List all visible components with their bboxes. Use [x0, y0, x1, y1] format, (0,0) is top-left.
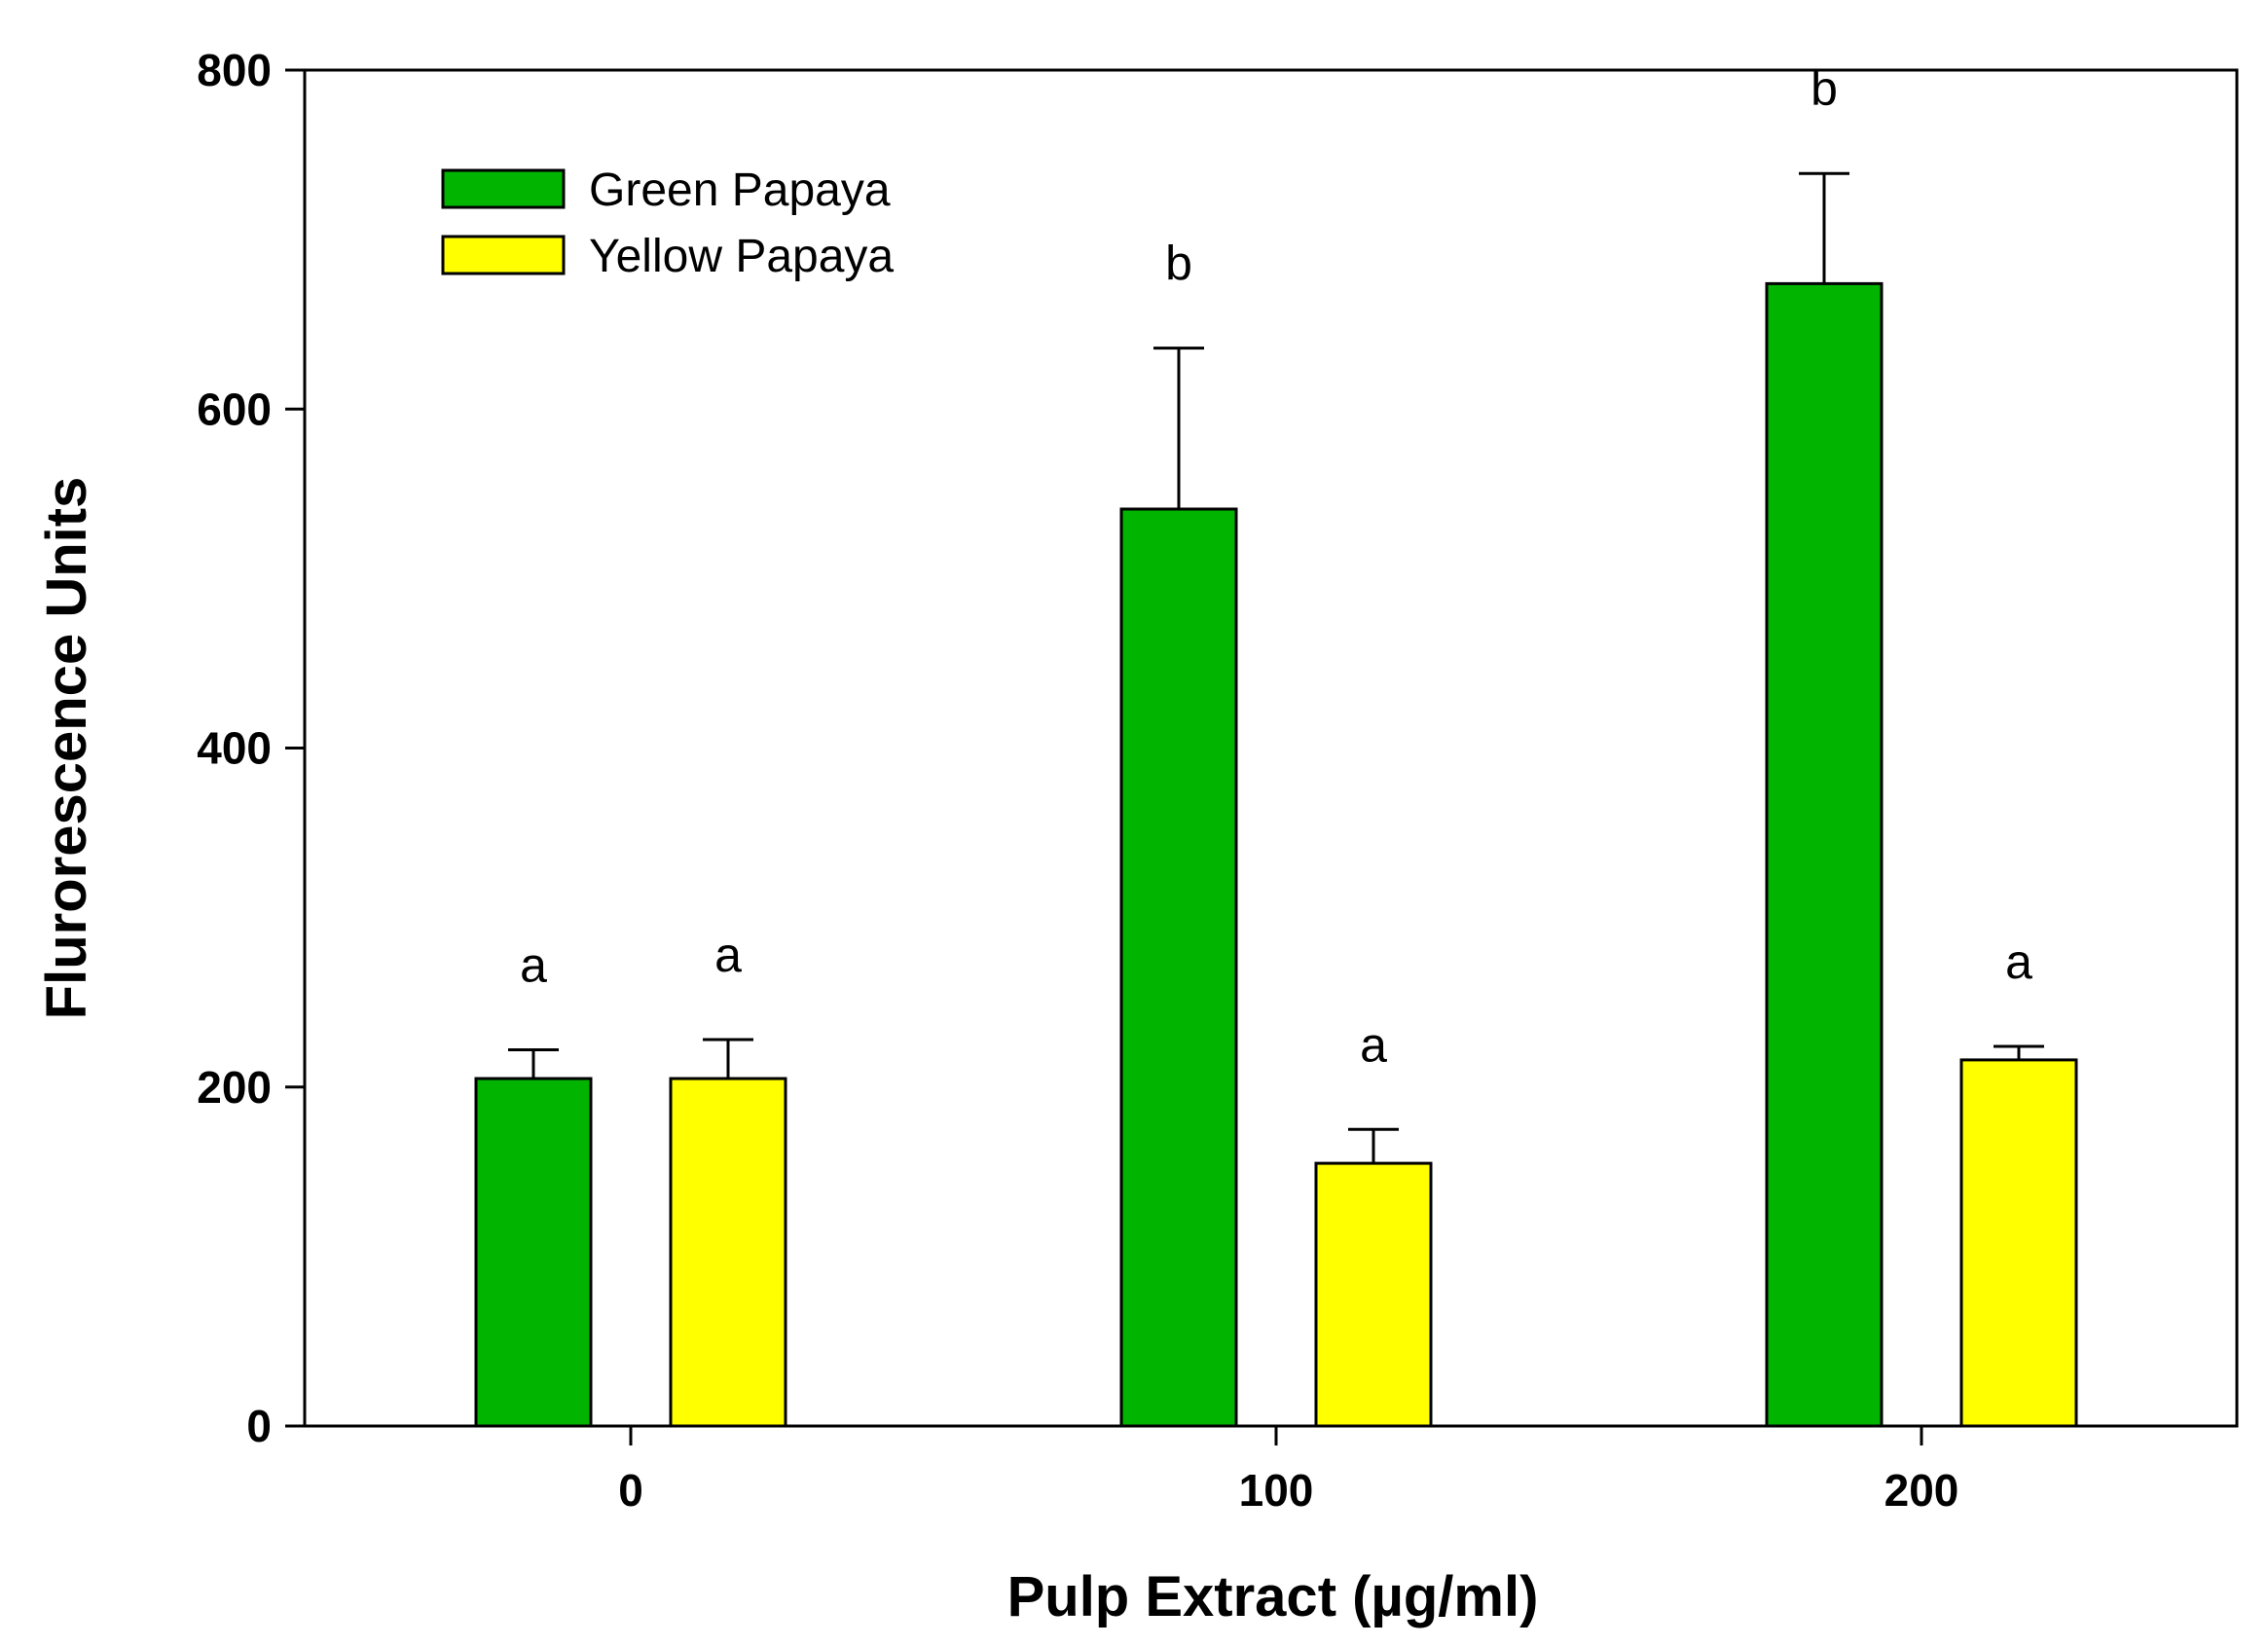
legend: Green Papaya Yellow Papaya	[441, 165, 894, 282]
x-tick-label: 200	[1884, 1465, 1959, 1516]
legend-swatch	[441, 235, 566, 275]
legend-label: Yellow Papaya	[589, 231, 894, 282]
bar	[1765, 281, 1884, 1428]
bar	[669, 1077, 787, 1428]
legend-label: Green Papaya	[589, 165, 891, 216]
x-tick-label: 0	[618, 1465, 643, 1516]
significance-label: a	[714, 928, 742, 982]
y-tick-label: 200	[197, 1062, 272, 1113]
y-axis: 0 200 400 600 800	[197, 45, 305, 1451]
bars-layer	[474, 281, 2078, 1428]
significance-label: b	[1165, 237, 1192, 291]
bar	[1119, 507, 1238, 1428]
error-bars-layer	[508, 171, 2044, 1164]
y-tick-label: 800	[197, 45, 272, 95]
x-axis-title: Pulp Extract (µg/ml)	[1007, 1565, 1539, 1628]
legend-swatch	[441, 168, 566, 209]
significance-label: a	[520, 937, 547, 992]
bar	[1314, 1161, 1433, 1428]
significance-label: a	[1360, 1017, 1387, 1072]
bar	[1959, 1058, 2078, 1428]
x-tick-label: 100	[1239, 1465, 1314, 1516]
y-tick-label: 0	[246, 1401, 272, 1451]
y-axis-title: Flurorescence Units	[35, 477, 98, 1020]
significance-label: a	[2005, 934, 2032, 989]
bar	[474, 1077, 593, 1428]
y-tick-label: 400	[197, 723, 272, 774]
x-axis: 0 100 200	[618, 1426, 1958, 1516]
y-tick-label: 600	[197, 384, 272, 434]
